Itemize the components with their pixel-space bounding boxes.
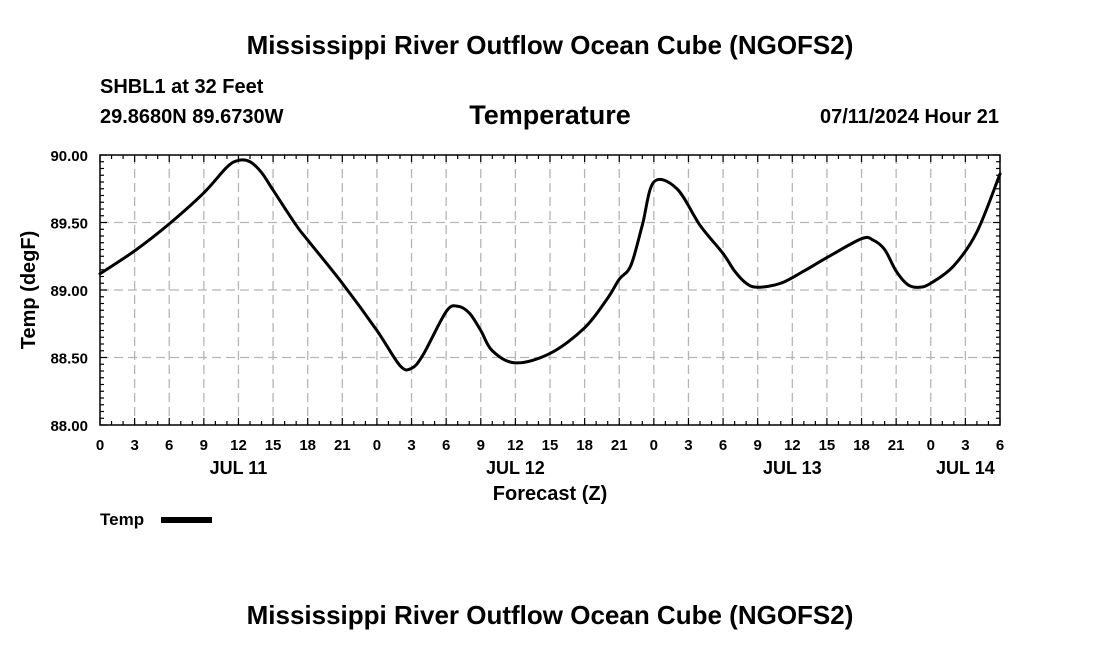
datetime-label: 07/11/2024 Hour 21	[819, 106, 999, 128]
x-tick-label: 21	[334, 437, 351, 454]
y-tick-label: 90.00	[50, 148, 88, 165]
x-tick-label: 12	[230, 437, 247, 454]
x-tick-label: 3	[130, 437, 138, 454]
y-tick-label: 88.00	[50, 418, 88, 435]
x-tick-label: 21	[888, 437, 905, 454]
legend: Temp	[100, 510, 212, 529]
day-label: JUL 12	[486, 458, 545, 478]
grid-layer	[100, 155, 1000, 425]
x-tick-label: 6	[719, 437, 727, 454]
x-tick-label: 18	[853, 437, 870, 454]
day-label: JUL 11	[210, 458, 268, 478]
x-tick-label: 3	[407, 437, 415, 454]
coordinates-label: 29.8680N 89.6730W	[100, 106, 284, 128]
label-layer: 88.00 88.50 89.00 89.50 90.00 0 3 6 9 12 15 18 21 0 3 6…	[50, 148, 1004, 478]
day-label: JUL 13	[763, 458, 822, 478]
x-axis-title: Forecast (Z)	[493, 483, 607, 505]
temp-series-line	[98, 158, 1002, 372]
legend-label: Temp	[100, 510, 144, 529]
x-tick-label: 9	[477, 437, 485, 454]
chart-subtitle: Temperature	[469, 100, 631, 130]
x-tick-label: 3	[961, 437, 969, 454]
x-tick-label: 15	[542, 437, 559, 454]
y-tick-label: 89.50	[50, 216, 88, 233]
x-tick-label: 15	[265, 437, 282, 454]
x-tick-label: 9	[200, 437, 208, 454]
x-tick-label: 6	[165, 437, 173, 454]
x-tick-label: 12	[784, 437, 801, 454]
station-label: SHBL1 at 32 Feet	[100, 76, 264, 98]
footer-title: Mississippi River Outflow Ocean Cube (NG…	[246, 600, 854, 630]
x-tick-label: 15	[819, 437, 836, 454]
x-tick-label: 0	[373, 437, 381, 454]
y-tick-label: 89.00	[50, 283, 88, 300]
x-tick-label: 6	[996, 437, 1004, 454]
x-tick-label: 18	[299, 437, 316, 454]
main-title: Mississippi River Outflow Ocean Cube (NG…	[246, 30, 854, 60]
x-tick-label: 0	[96, 437, 104, 454]
x-tick-label: 3	[684, 437, 692, 454]
x-tick-label: 12	[507, 437, 524, 454]
y-tick-label: 88.50	[50, 351, 88, 368]
tick-layer	[99, 154, 1001, 426]
x-tick-label: 6	[442, 437, 450, 454]
x-tick-label: 21	[611, 437, 628, 454]
y-axis-title: Temp (degF)	[18, 231, 40, 350]
x-tick-label: 18	[576, 437, 593, 454]
day-label: JUL 14	[936, 458, 995, 478]
x-tick-label: 0	[650, 437, 658, 454]
x-tick-label: 9	[754, 437, 762, 454]
series-layer	[98, 158, 1002, 372]
x-tick-label: 0	[927, 437, 935, 454]
